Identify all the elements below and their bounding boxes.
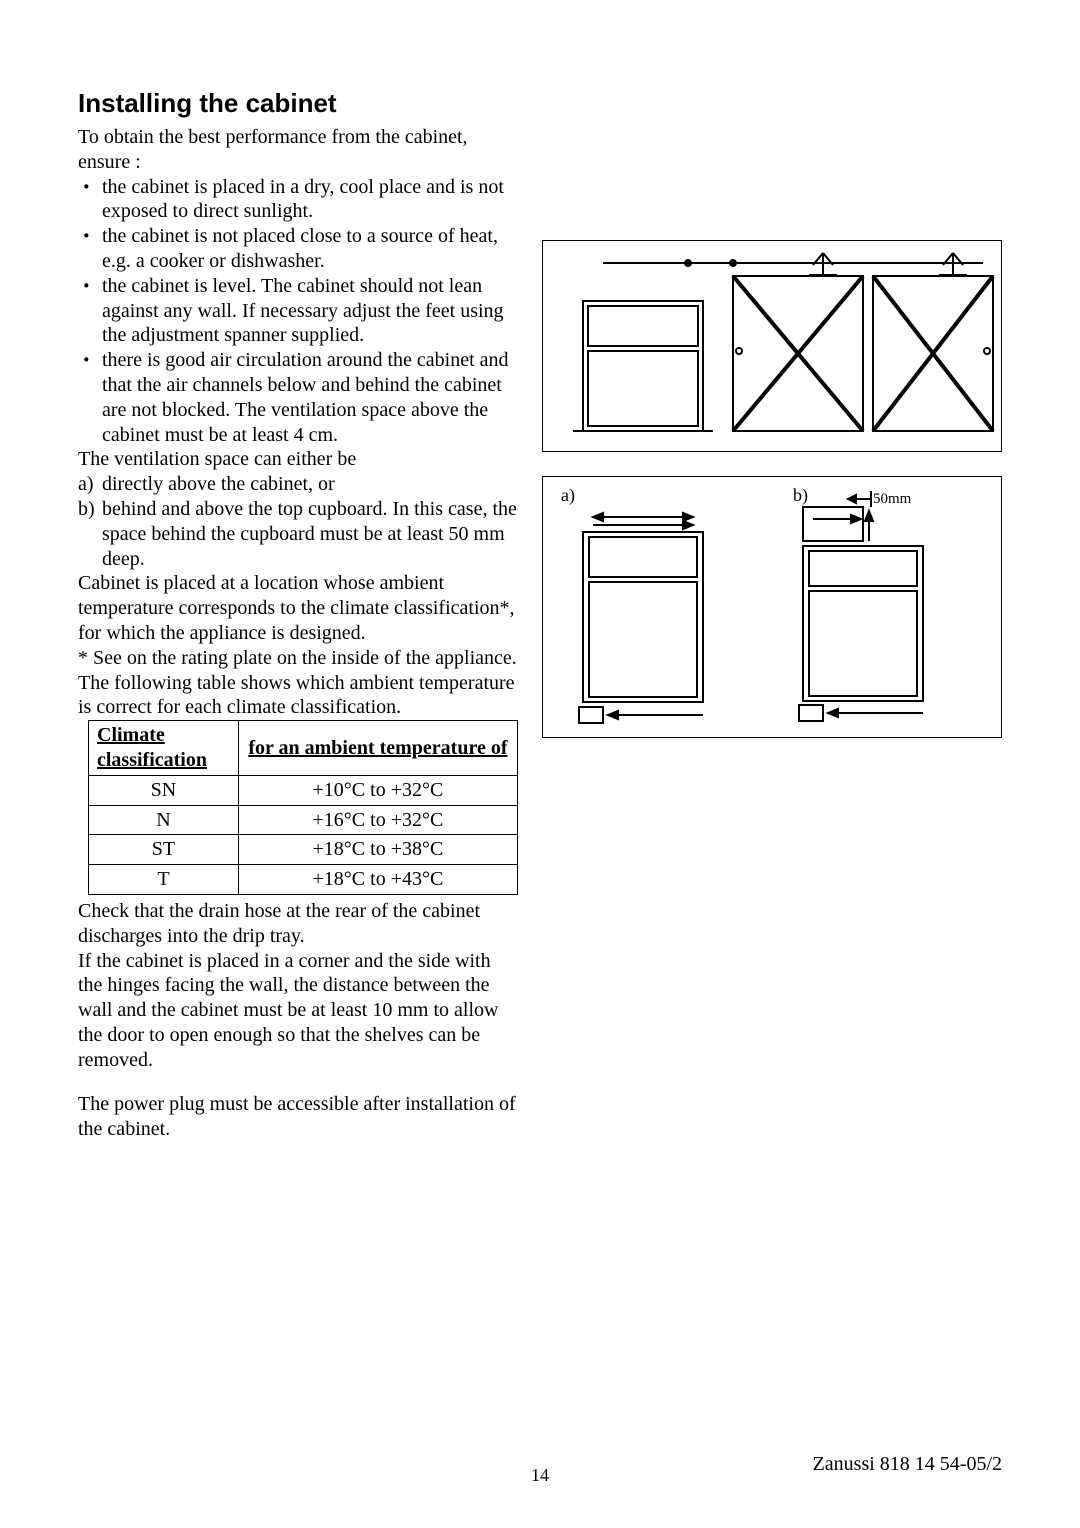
table-cell: +18°C to +38°C (238, 835, 517, 865)
table-cell: ST (89, 835, 239, 865)
heading: Installing the cabinet (78, 88, 518, 119)
table-row: N +16°C to +32°C (89, 805, 518, 835)
table-cell: +18°C to +43°C (238, 865, 517, 895)
body-text: To obtain the best performance from the … (78, 125, 518, 1142)
figure-dont-install (542, 240, 1002, 452)
lettered-item: b) behind and above the top cupboard. In… (102, 497, 518, 571)
header-text: Climate (97, 724, 165, 746)
paragraph: The power plug must be accessible after … (78, 1092, 518, 1142)
page-number: 14 (531, 1465, 549, 1486)
bullet-item: there is good air circulation around the… (102, 348, 518, 447)
item-text: directly above the cabinet, or (102, 473, 335, 495)
paragraph: Cabinet is placed at a location whose am… (78, 571, 518, 645)
paragraph: Check that the drain hose at the rear of… (78, 899, 518, 949)
bullet-item: the cabinet is placed in a dry, cool pla… (102, 175, 518, 225)
vent-intro: The ventilation space can either be (78, 447, 518, 472)
bullet-item: the cabinet is not placed close to a sou… (102, 224, 518, 274)
paragraph: * See on the rating plate on the inside … (78, 646, 518, 671)
footer-brand: Zanussi 818 14 54-05/2 (813, 1453, 1002, 1476)
figure-svg: a) b) 50mm (543, 477, 1003, 737)
right-column: a) b) 50mm (542, 88, 1002, 1142)
label-b: b) (793, 485, 808, 506)
table-cell: +10°C to +32°C (238, 775, 517, 805)
header-text: for an ambient temperature of (248, 737, 507, 759)
label-50mm: 50mm (873, 491, 912, 507)
table-cell: T (89, 865, 239, 895)
table-cell: N (89, 805, 239, 835)
left-column: Installing the cabinet To obtain the bes… (78, 88, 518, 1142)
header-text: classification (97, 749, 207, 771)
item-marker: a) (78, 472, 94, 497)
table-row: T +18°C to +43°C (89, 865, 518, 895)
paragraph: If the cabinet is placed in a corner and… (78, 949, 518, 1073)
lettered-list: a) directly above the cabinet, or b) beh… (78, 472, 518, 571)
climate-table: Climate classification for an ambient te… (88, 720, 518, 895)
figure-ventilation-options: a) b) 50mm (542, 476, 1002, 738)
label-a: a) (561, 485, 575, 506)
intro-text: To obtain the best performance from the … (78, 125, 518, 175)
table-row: SN +10°C to +32°C (89, 775, 518, 805)
page: Installing the cabinet To obtain the bes… (0, 0, 1080, 1142)
bullet-item: the cabinet is level. The cabinet should… (102, 274, 518, 348)
table-header: Climate classification (89, 721, 239, 776)
figure-svg (543, 241, 1003, 451)
item-marker: b) (78, 497, 95, 522)
bullet-list: the cabinet is placed in a dry, cool pla… (78, 175, 518, 448)
item-text: behind and above the top cupboard. In th… (102, 498, 517, 570)
table-cell: +16°C to +32°C (238, 805, 517, 835)
lettered-item: a) directly above the cabinet, or (102, 472, 518, 497)
table-header: for an ambient temperature of (238, 721, 517, 776)
table-row: ST +18°C to +38°C (89, 835, 518, 865)
table-cell: SN (89, 775, 239, 805)
table-header-row: Climate classification for an ambient te… (89, 721, 518, 776)
paragraph: The following table shows which ambient … (78, 671, 518, 721)
